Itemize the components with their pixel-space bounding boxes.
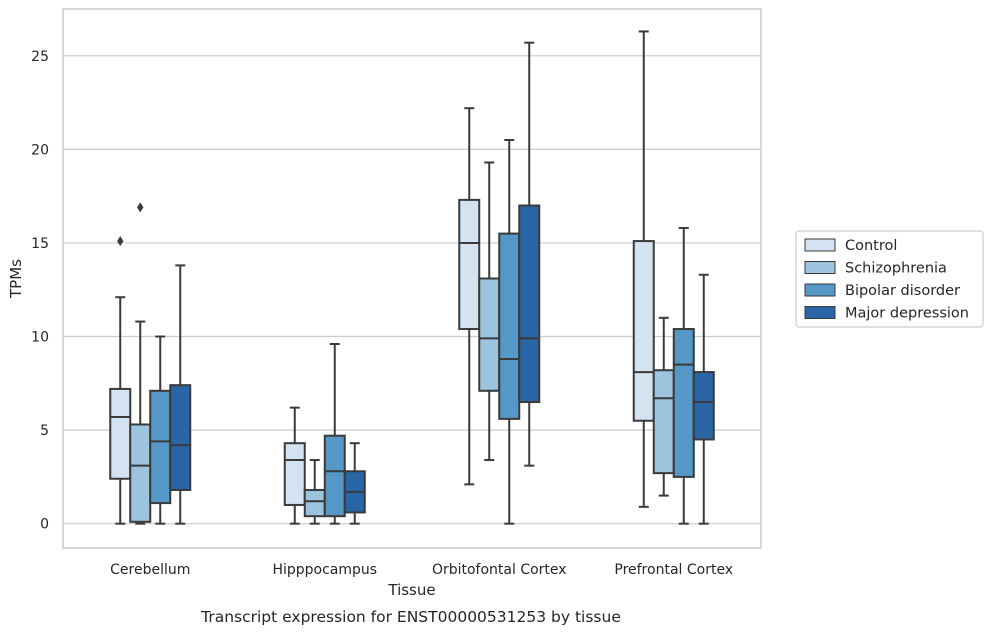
box-body <box>323 434 346 518</box>
x-axis-title: Tissue <box>387 581 435 599</box>
x-tick-label-hipppocampus: Hipppocampus <box>272 562 377 578</box>
legend-label-major-depression: Major depression <box>845 306 969 322</box>
chart-caption: Transcript expression for ENST0000053125… <box>200 608 621 626</box>
plot-frame <box>62 8 762 549</box>
legend-swatch-major-depression <box>804 306 836 319</box>
box-control-prefrontal-cortex <box>632 30 655 508</box>
outlier-point-0 <box>117 236 124 247</box>
box-body <box>672 328 695 478</box>
box-major-depression-prefrontal-cortex <box>692 273 715 525</box>
y-axis-title: TPMs <box>7 259 25 299</box>
box-body <box>129 423 152 523</box>
box-bipolar-disorder-cerebellum <box>149 335 172 525</box>
box-body <box>632 240 655 422</box>
legend-swatch-control <box>804 238 836 252</box>
y-tick-label-20: 20 <box>31 142 49 158</box>
x-tick-label-cerebellum: Cerebellum <box>110 562 190 578</box>
y-tick-label-0: 0 <box>40 517 49 533</box>
box-schizophrenia-cerebellum <box>129 202 152 525</box>
box-control-cerebellum <box>109 236 132 525</box>
box-major-depression-orbitofontal-cortex <box>518 41 541 467</box>
box-bipolar-disorder-prefrontal-cortex <box>672 226 695 525</box>
box-schizophrenia-prefrontal-cortex <box>652 316 675 497</box>
box-control-orbitofontal-cortex <box>458 107 481 486</box>
legend-swatch-schizophrenia <box>804 261 836 274</box>
box-major-depression-hipppocampus <box>343 442 366 525</box>
box-body <box>518 204 541 404</box>
y-tick-label-25: 25 <box>31 49 49 65</box>
box-body <box>692 371 715 441</box>
box-bipolar-disorder-hipppocampus <box>323 343 346 525</box>
y-tick-label-15: 15 <box>31 236 49 252</box>
legend-swatch-bipolar-disorder <box>804 283 836 297</box>
box-major-depression-cerebellum <box>169 264 192 525</box>
box-bipolar-disorder-orbitofontal-cortex <box>498 139 521 525</box>
y-axis-tick-labels: 0 5 10 15 20 25 <box>31 49 49 533</box>
x-tick-label-orbitofontal-cortex: Orbitofontal Cortex <box>432 562 567 578</box>
legend-label-schizophrenia: Schizophrenia <box>845 261 947 277</box>
box-plot-marks <box>109 30 715 525</box>
box-body <box>303 488 326 518</box>
box-body <box>149 389 172 505</box>
y-tick-label-5: 5 <box>40 423 49 439</box>
x-axis-tick-labels: Cerebellum Hipppocampus Orbitofontal Corte… <box>110 562 733 578</box>
box-body <box>169 384 192 491</box>
y-tick-label-10: 10 <box>31 330 49 346</box>
box-schizophrenia-hipppocampus <box>303 459 326 525</box>
box-body <box>458 198 481 331</box>
box-body <box>498 232 521 420</box>
box-body <box>478 277 501 392</box>
legend-frame <box>795 230 984 328</box>
box-body <box>652 369 675 475</box>
x-tick-label-prefrontal-cortex: Prefrontal Cortex <box>614 562 733 578</box>
box-schizophrenia-orbitofontal-cortex <box>478 161 501 462</box>
box-control-hipppocampus <box>283 406 306 525</box>
legend-label-bipolar-disorder: Bipolar disorder <box>845 283 960 299</box>
legend-label-control: Control <box>845 238 897 254</box>
box-body <box>109 387 132 480</box>
box-body <box>283 442 306 506</box>
outlier-point-0 <box>137 202 144 213</box>
legend: Control Schizophrenia Bipolar disorder Majo… <box>795 230 984 328</box>
